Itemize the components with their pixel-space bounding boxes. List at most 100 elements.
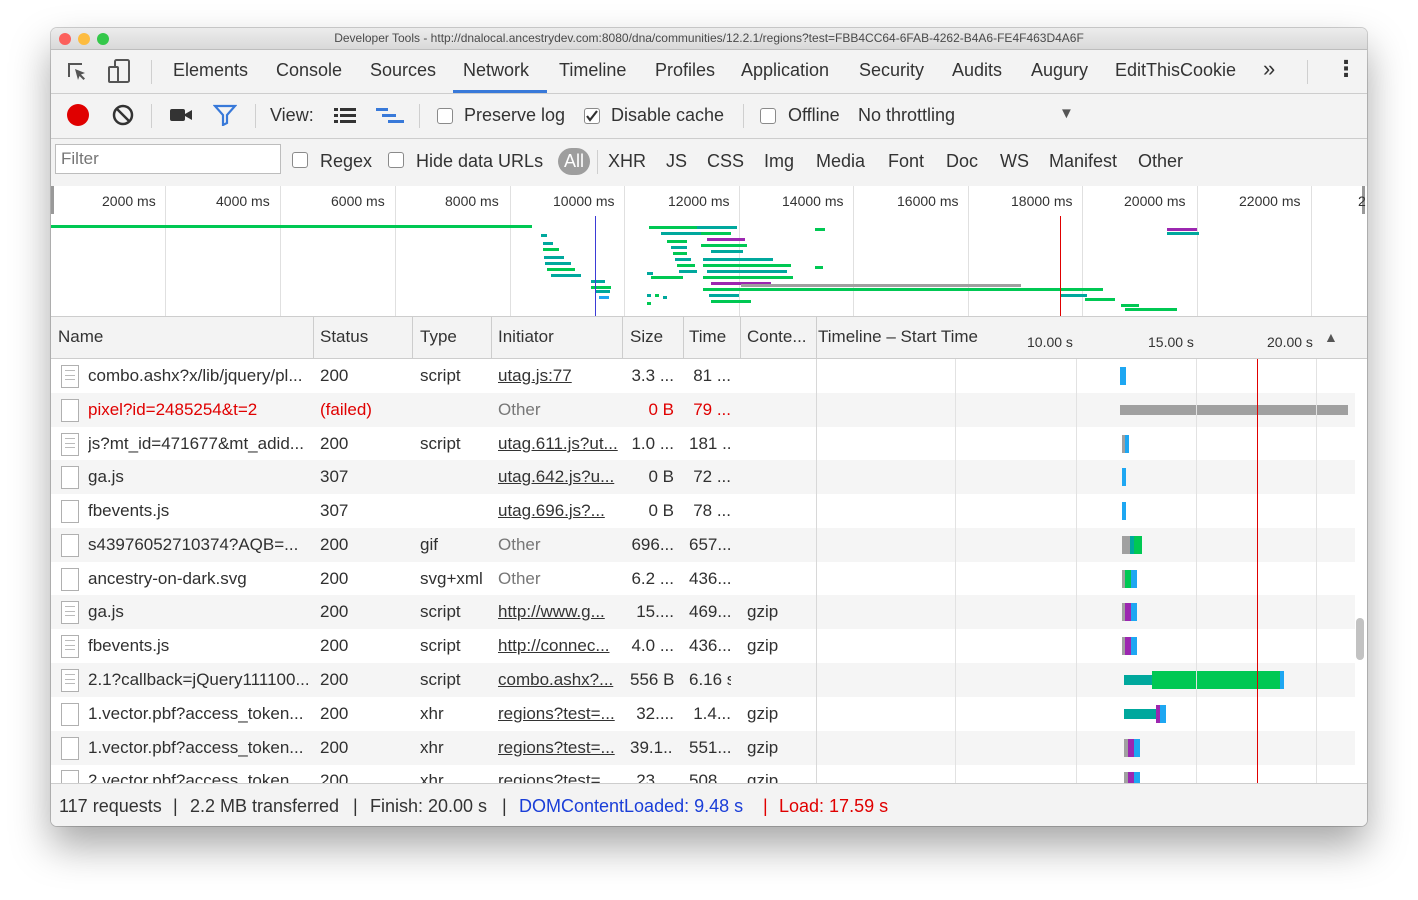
request-row[interactable]: 2.vector.pbf?access_token... 200 xhr region… — [51, 764, 1355, 783]
tab-editthiscookie[interactable]: EditThisCookie — [1115, 60, 1237, 80]
timeline-column-header[interactable]: Timeline – Start Time — [818, 327, 978, 346]
type-filter-js[interactable]: JS — [666, 151, 688, 171]
overview-right-handle[interactable] — [1362, 186, 1365, 214]
size-column-header[interactable]: Size — [630, 327, 664, 346]
request-row[interactable]: combo.ashx?x/lib/jquery/pl... 200 script ut… — [51, 359, 1355, 393]
request-initiator[interactable]: regions?test=... — [498, 704, 615, 723]
tab-security[interactable]: Security — [859, 60, 925, 80]
request-row[interactable]: fbevents.js 307 utag.696.js?... 0 B 78 ... — [51, 494, 1355, 528]
initiator-column-header[interactable]: Initiator — [498, 327, 554, 346]
tab-profiles[interactable]: Profiles — [655, 60, 716, 80]
request-name[interactable]: fbevents.js — [88, 501, 170, 520]
request-initiator[interactable]: http://connec... — [498, 636, 610, 655]
column-divider[interactable] — [412, 317, 413, 358]
request-name[interactable]: 1.vector.pbf?access_token... — [88, 704, 304, 723]
request-list-scrollbar[interactable] — [1356, 618, 1364, 660]
type-filter-media[interactable]: Media — [816, 151, 866, 171]
offline-checkbox[interactable] — [760, 108, 776, 124]
tab-elements[interactable]: Elements — [173, 60, 249, 80]
type-filter-font[interactable]: Font — [888, 151, 925, 171]
type-filter-ws[interactable]: WS — [1000, 151, 1029, 171]
request-row[interactable]: 1.vector.pbf?access_token... 200 xhr region… — [51, 697, 1355, 731]
request-name[interactable]: ga.js — [88, 602, 124, 621]
tab-network[interactable]: Network — [463, 60, 530, 80]
request-initiator[interactable]: utag.js:77 — [498, 366, 572, 385]
request-row[interactable]: ancestry-on-dark.svg 200 svg+xml Other 6.2 .… — [51, 562, 1355, 596]
customize-menu-button[interactable]: ⋮ — [1335, 56, 1357, 81]
clear-icon[interactable] — [111, 103, 135, 127]
request-name[interactable]: 1.vector.pbf?access_token... — [88, 738, 304, 757]
capture-screenshots-icon[interactable] — [169, 106, 193, 124]
tab-augury[interactable]: Augury — [1031, 60, 1089, 80]
preserve-log-checkbox[interactable] — [437, 108, 453, 124]
tab-sources[interactable]: Sources — [370, 60, 437, 80]
content-column-header[interactable]: Conte... — [747, 327, 807, 346]
request-name[interactable]: ancestry-on-dark.svg — [88, 569, 247, 588]
request-name[interactable]: ga.js — [88, 467, 124, 486]
request-row[interactable]: js?mt_id=471677&mt_adid... 200 script utag.… — [51, 427, 1355, 461]
request-row[interactable]: s43976052710374?AQB=... 200 gif Other 696...… — [51, 528, 1355, 562]
hide-data-urls-checkbox[interactable] — [388, 152, 404, 168]
request-initiator[interactable]: regions?test=... — [498, 738, 615, 757]
request-name[interactable]: 2.vector.pbf?access_token... — [88, 771, 304, 783]
tab-timeline[interactable]: Timeline — [559, 60, 627, 80]
request-list[interactable]: combo.ashx?x/lib/jquery/pl... 200 script ut… — [51, 359, 1367, 783]
request-initiator[interactable]: combo.ashx?... — [498, 670, 614, 689]
inspect-element-icon[interactable] — [65, 60, 89, 84]
request-name[interactable]: 2.1?callback=jQuery111100... — [88, 670, 308, 689]
column-divider[interactable] — [740, 317, 741, 358]
filter-icon[interactable] — [213, 104, 237, 126]
time-column-header[interactable]: Time — [689, 327, 727, 346]
device-toolbar-icon[interactable] — [107, 58, 133, 86]
request-row[interactable]: ga.js 200 script http://www.g... 15.... 469..… — [51, 595, 1355, 629]
request-name[interactable]: s43976052710374?AQB=... — [88, 535, 299, 554]
status-column-header[interactable]: Status — [320, 327, 369, 346]
request-name[interactable]: fbevents.js — [88, 636, 170, 655]
type-filter-xhr[interactable]: XHR — [608, 151, 647, 171]
request-initiator[interactable]: regions?test=... — [498, 771, 615, 783]
close-window-button[interactable] — [59, 33, 71, 45]
filter-input[interactable] — [55, 144, 281, 174]
column-divider[interactable] — [491, 317, 492, 358]
sort-ascending-icon[interactable]: ▲ — [1324, 329, 1338, 345]
name-column-header[interactable]: Name — [58, 327, 104, 346]
network-overview[interactable]: 2000 ms 4000 ms 6000 ms 8000 ms 10000 ms 1200… — [51, 186, 1367, 317]
type-filter-other[interactable]: Other — [1138, 151, 1184, 171]
throttling-dropdown-icon[interactable]: ▼ — [1059, 105, 1074, 122]
tab-application[interactable]: Application — [741, 60, 830, 80]
request-name[interactable]: pixel?id=2485254&t=2 — [88, 400, 258, 419]
column-divider[interactable] — [683, 317, 684, 358]
column-divider[interactable] — [816, 317, 817, 358]
zoom-window-button[interactable] — [97, 33, 109, 45]
request-name[interactable]: combo.ashx?x/lib/jquery/pl... — [88, 366, 303, 385]
disable-cache-checkbox[interactable] — [584, 108, 600, 124]
request-row[interactable]: ga.js 307 utag.642.js?u... 0 B 72 ... — [51, 460, 1355, 494]
more-tabs-button[interactable]: » — [1263, 56, 1276, 81]
tab-audits[interactable]: Audits — [952, 60, 1003, 80]
type-filter-img[interactable]: Img — [764, 151, 795, 171]
type-column-header[interactable]: Type — [420, 327, 457, 346]
record-button[interactable] — [67, 104, 89, 126]
type-filter-doc[interactable]: Doc — [946, 151, 979, 171]
request-name[interactable]: js?mt_id=471677&mt_adid... — [88, 434, 304, 453]
regex-checkbox[interactable] — [292, 152, 308, 168]
type-filter-manifest[interactable]: Manifest — [1049, 151, 1118, 171]
throttling-select[interactable]: No throttling — [858, 105, 956, 125]
request-row[interactable]: fbevents.js 200 script http://connec... 4.0 … — [51, 629, 1355, 663]
request-row[interactable]: pixel?id=2485254&t=2 (failed) Other 0 B 79 .… — [51, 393, 1355, 427]
tab-console[interactable]: Console — [276, 60, 343, 80]
minimize-window-button[interactable] — [78, 33, 90, 45]
large-rows-icon[interactable] — [334, 106, 358, 126]
type-filter-all[interactable]: All — [558, 148, 591, 175]
request-initiator[interactable]: utag.611.js?ut... — [498, 434, 618, 453]
waterfall-overview-icon[interactable] — [376, 106, 406, 126]
request-row[interactable]: 2.1?callback=jQuery111100... 200 script com… — [51, 663, 1355, 697]
request-initiator[interactable]: utag.696.js?... — [498, 501, 605, 520]
column-divider[interactable] — [313, 317, 314, 358]
type-filter-css[interactable]: CSS — [707, 151, 745, 171]
request-initiator[interactable]: http://www.g... — [498, 602, 605, 621]
column-divider[interactable] — [622, 317, 623, 358]
request-row[interactable]: 1.vector.pbf?access_token... 200 xhr region… — [51, 731, 1355, 765]
overview-left-handle[interactable] — [51, 186, 54, 214]
request-initiator[interactable]: utag.642.js?u... — [498, 467, 615, 486]
